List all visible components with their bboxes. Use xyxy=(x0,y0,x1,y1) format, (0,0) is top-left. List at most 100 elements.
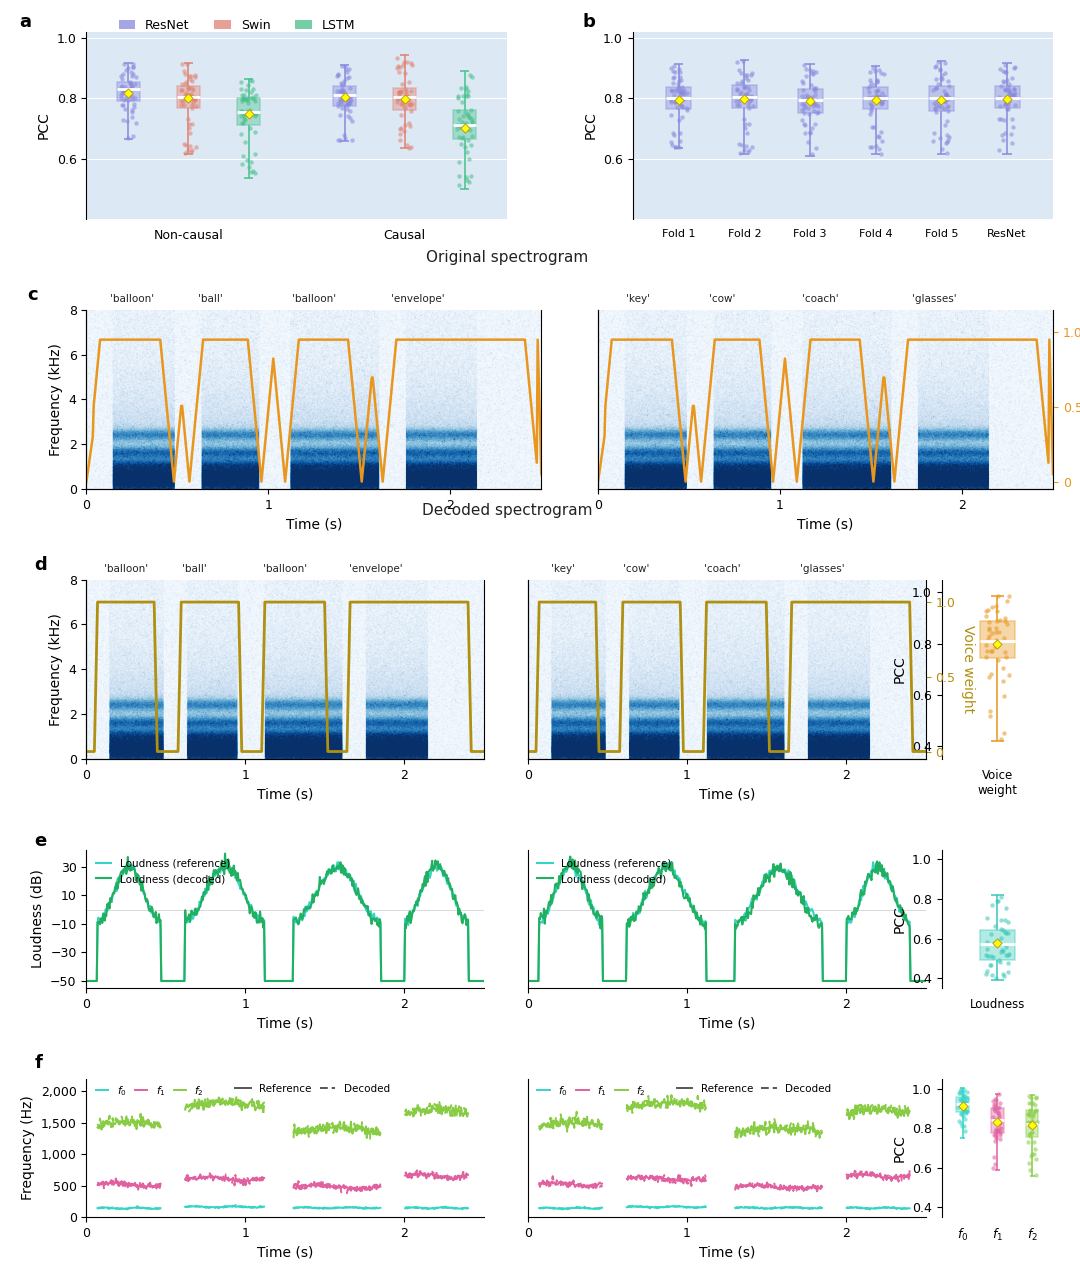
Point xyxy=(391,124,408,145)
Point xyxy=(1023,1146,1040,1167)
Point xyxy=(795,89,812,109)
Point xyxy=(458,79,475,99)
Point xyxy=(233,89,251,109)
Point xyxy=(339,93,356,113)
Text: 'glasses': 'glasses' xyxy=(800,564,845,574)
Point xyxy=(937,85,955,105)
Point xyxy=(455,117,472,137)
Point xyxy=(983,623,1000,643)
Point xyxy=(740,139,757,160)
Point xyxy=(392,81,409,101)
Text: 'ball': 'ball' xyxy=(183,564,207,574)
Point xyxy=(940,89,957,109)
Point xyxy=(995,941,1012,961)
Text: f: f xyxy=(35,1054,42,1071)
Point xyxy=(998,898,1015,918)
Point xyxy=(334,80,351,100)
Point xyxy=(794,80,811,100)
Point xyxy=(173,80,190,100)
Point xyxy=(1000,664,1017,685)
Point xyxy=(1027,1094,1044,1115)
Y-axis label: PCC: PCC xyxy=(583,112,597,139)
Point xyxy=(997,937,1014,957)
Point xyxy=(806,79,823,99)
Point xyxy=(450,175,468,195)
Point xyxy=(737,87,754,108)
Point xyxy=(671,110,688,131)
Point xyxy=(1004,117,1022,137)
Point xyxy=(665,124,683,145)
Point xyxy=(1007,95,1024,115)
Point xyxy=(123,66,140,86)
Point xyxy=(743,87,760,108)
Point xyxy=(928,56,945,76)
FancyBboxPatch shape xyxy=(980,620,1015,658)
Point xyxy=(863,72,880,93)
Point xyxy=(343,110,361,131)
Point xyxy=(449,86,467,107)
Point xyxy=(867,136,885,156)
Point xyxy=(997,647,1014,667)
Point xyxy=(175,61,192,81)
Point xyxy=(1003,85,1021,105)
Point xyxy=(456,101,473,122)
Point xyxy=(797,58,814,79)
Point xyxy=(456,118,473,138)
Point xyxy=(804,145,821,165)
Point xyxy=(874,93,891,113)
Point xyxy=(176,142,193,162)
Point xyxy=(980,629,997,649)
Point xyxy=(933,90,950,110)
Point xyxy=(980,946,997,966)
Point xyxy=(239,75,256,95)
Point xyxy=(978,640,996,661)
Point xyxy=(1021,1112,1038,1132)
Point xyxy=(185,89,202,109)
Point xyxy=(116,53,133,74)
Point xyxy=(342,90,360,110)
Point xyxy=(954,1084,971,1104)
Point xyxy=(987,630,1004,650)
Point xyxy=(933,65,950,85)
Point xyxy=(1003,67,1021,87)
Point xyxy=(990,891,1008,912)
Point xyxy=(980,612,997,633)
Point xyxy=(985,1125,1002,1145)
Point xyxy=(332,89,349,109)
Point xyxy=(237,110,254,131)
Point xyxy=(808,79,825,99)
Point xyxy=(729,79,746,99)
Point xyxy=(671,71,688,91)
Point xyxy=(235,89,253,109)
Point xyxy=(990,1104,1008,1125)
Point xyxy=(671,81,688,101)
Point xyxy=(126,87,144,108)
Point xyxy=(1004,84,1022,104)
Point xyxy=(1025,1115,1042,1135)
Point xyxy=(340,58,357,79)
Point xyxy=(987,618,1004,638)
Point xyxy=(955,1079,972,1099)
Point xyxy=(117,77,134,98)
Point xyxy=(399,52,416,72)
Point xyxy=(338,94,355,114)
Point xyxy=(862,95,879,115)
Loudness (decoded) xyxy=(270,974,283,989)
Point xyxy=(796,114,813,134)
FancyBboxPatch shape xyxy=(666,86,691,109)
Point xyxy=(993,1117,1010,1137)
Point xyxy=(991,610,1009,630)
Point xyxy=(990,109,1008,129)
Point xyxy=(926,93,943,113)
Point xyxy=(797,96,814,117)
Text: Decoded spectrogram: Decoded spectrogram xyxy=(422,503,593,517)
Point xyxy=(173,55,190,75)
Legend: Reference, Decoded: Reference, Decoded xyxy=(231,1080,394,1098)
Point xyxy=(807,85,824,105)
Point xyxy=(741,93,758,113)
Point xyxy=(996,110,1013,131)
Point xyxy=(957,1087,974,1107)
Point xyxy=(953,1103,970,1123)
Point xyxy=(728,95,745,115)
Point xyxy=(982,640,999,661)
